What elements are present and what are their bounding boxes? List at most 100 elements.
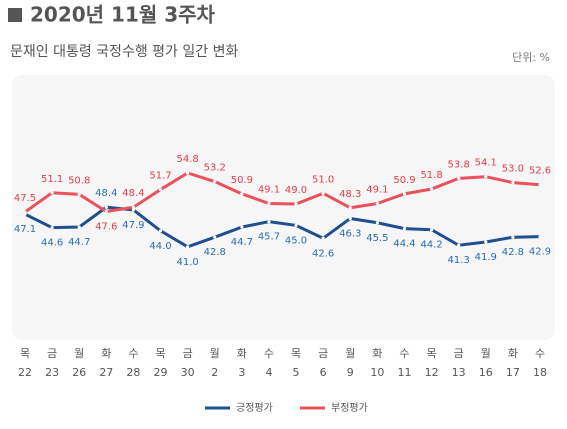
x-tick-weekday: 월 (345, 347, 355, 360)
x-tick-weekday: 금 (47, 347, 57, 360)
x-tick-date: 28 (126, 366, 140, 379)
value-label: 42.6 (312, 248, 334, 259)
point (538, 235, 542, 239)
value-label: 49.1 (366, 184, 388, 195)
point (429, 228, 434, 232)
point (321, 191, 325, 195)
value-label: 42.9 (529, 247, 551, 258)
point (267, 220, 271, 224)
point (429, 187, 434, 191)
x-tick-weekday: 목 (291, 347, 301, 360)
x-tick-date: 5 (293, 366, 300, 379)
x-tick-weekday: 화 (372, 347, 382, 360)
x-tick-weekday: 월 (481, 347, 491, 360)
point (213, 235, 217, 239)
value-label: 46.3 (339, 228, 361, 239)
value-label: 47.1 (14, 224, 36, 235)
value-label: 49.0 (285, 185, 307, 196)
value-label: 44.4 (393, 239, 415, 250)
point (484, 175, 488, 179)
value-label: 51.1 (41, 174, 63, 185)
value-label: 50.8 (68, 175, 90, 186)
x-tick-date: 18 (533, 366, 547, 379)
x-tick-weekday: 금 (183, 347, 193, 360)
point (131, 205, 136, 209)
point (213, 179, 217, 184)
x-tick-date: 29 (154, 366, 168, 379)
value-label: 41.3 (448, 255, 470, 266)
value-label: 41.0 (176, 257, 198, 268)
point (50, 191, 54, 195)
x-tick-date: 3 (238, 366, 245, 379)
value-label: 49.1 (258, 184, 280, 195)
point (186, 245, 190, 249)
point (294, 223, 298, 228)
point (23, 210, 27, 214)
value-label: 48.4 (122, 188, 144, 199)
value-label: 47.6 (95, 222, 117, 233)
x-tick-weekday: 수 (535, 347, 545, 360)
point (50, 225, 54, 230)
point (240, 225, 244, 229)
x-tick-date: 12 (425, 366, 439, 379)
value-label: 44.7 (231, 237, 253, 248)
unit-label: 단위: % (512, 51, 550, 64)
legend-label: 긍정평가 (236, 402, 273, 414)
point (240, 192, 244, 196)
value-label: 48.4 (95, 188, 117, 199)
value-label: 50.9 (231, 175, 253, 186)
x-tick-date: 10 (370, 366, 384, 379)
x-tick-weekday: 금 (318, 347, 328, 360)
point (104, 205, 108, 209)
plot-area (12, 75, 555, 340)
x-tick-weekday: 목 (427, 347, 437, 360)
x-tick-date: 26 (72, 366, 86, 379)
point (77, 225, 81, 229)
x-tick-weekday: 월 (74, 347, 84, 360)
x-tick-weekday: 화 (237, 347, 247, 360)
value-label: 52.6 (529, 166, 551, 177)
point (104, 209, 108, 214)
point (131, 208, 136, 212)
point (538, 183, 542, 187)
x-tick-weekday: 월 (210, 347, 220, 360)
point (321, 236, 325, 240)
x-tick-date: 6 (320, 366, 327, 379)
point (294, 202, 298, 206)
value-label: 53.0 (502, 164, 524, 175)
x-tick-date: 30 (181, 366, 195, 379)
value-label: 47.5 (14, 193, 36, 204)
point (402, 192, 407, 196)
value-label: 44.7 (68, 237, 90, 248)
point (77, 192, 81, 196)
x-tick-date: 13 (452, 366, 466, 379)
x-tick-date: 16 (479, 366, 493, 379)
x-tick-date: 17 (506, 366, 520, 379)
value-label: 53.2 (204, 163, 226, 174)
value-label: 45.0 (285, 235, 307, 246)
legend-label: 부정평가 (331, 402, 368, 414)
value-label: 44.2 (420, 240, 442, 251)
point (267, 201, 271, 206)
chart-title: 2020년 11월 3주차 (30, 3, 216, 27)
point (457, 176, 461, 180)
value-label: 53.8 (448, 159, 470, 170)
x-tick-weekday: 목 (155, 347, 165, 360)
value-label: 41.9 (475, 252, 497, 263)
x-tick-weekday: 수 (399, 347, 409, 360)
x-tick-weekday: 화 (508, 347, 518, 360)
point (511, 181, 515, 185)
chart-subtitle: 문재인 대통령 국정수행 평가 일간 변화 (10, 44, 238, 60)
x-tick-weekday: 화 (101, 347, 111, 360)
x-tick-date: 4 (265, 366, 272, 379)
x-tick-weekday: 금 (454, 347, 464, 360)
value-label: 42.8 (502, 247, 524, 258)
value-label: 54.8 (176, 154, 198, 165)
value-label: 48.3 (339, 189, 361, 200)
x-tick-weekday: 수 (264, 347, 274, 360)
point (375, 201, 379, 206)
point (511, 235, 515, 239)
value-label: 51.0 (312, 174, 334, 185)
value-label: 42.8 (204, 247, 226, 258)
value-label: 45.7 (258, 232, 280, 243)
